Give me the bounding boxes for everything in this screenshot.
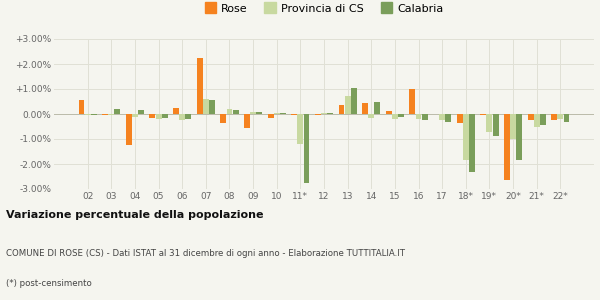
Bar	[504, 114, 510, 180]
Bar	[344, 96, 350, 114]
Bar	[274, 113, 280, 114]
Bar	[109, 114, 114, 115]
Bar	[209, 100, 215, 114]
Bar	[203, 98, 209, 114]
Bar	[227, 109, 232, 114]
Bar	[91, 114, 97, 115]
Bar	[85, 114, 91, 115]
Bar	[244, 114, 250, 128]
Bar	[115, 109, 121, 114]
Bar	[362, 103, 368, 114]
Bar	[422, 114, 428, 120]
Bar	[516, 114, 522, 160]
Bar	[132, 114, 138, 116]
Bar	[409, 89, 415, 114]
Bar	[268, 114, 274, 118]
Bar	[481, 114, 486, 115]
Bar	[469, 114, 475, 172]
Bar	[126, 114, 132, 145]
Bar	[368, 114, 374, 118]
Bar	[298, 114, 304, 144]
Bar	[534, 114, 539, 127]
Bar	[197, 58, 203, 114]
Bar	[540, 114, 546, 125]
Bar	[398, 114, 404, 116]
Text: (*) post-censimento: (*) post-censimento	[6, 279, 92, 288]
Bar	[233, 110, 239, 114]
Bar	[173, 108, 179, 114]
Bar	[551, 114, 557, 120]
Bar	[563, 114, 569, 122]
Bar	[386, 111, 392, 114]
Bar	[250, 112, 256, 114]
Text: Variazione percentuale della popolazione: Variazione percentuale della popolazione	[6, 210, 263, 220]
Bar	[315, 114, 321, 115]
Bar	[463, 114, 469, 160]
Bar	[374, 101, 380, 114]
Bar	[102, 114, 108, 115]
Bar	[527, 114, 533, 120]
Bar	[351, 88, 357, 114]
Bar	[185, 114, 191, 119]
Bar	[220, 114, 226, 123]
Bar	[439, 114, 445, 120]
Bar	[138, 110, 144, 114]
Bar	[155, 114, 161, 119]
Bar	[280, 113, 286, 114]
Bar	[487, 114, 493, 131]
Bar	[445, 114, 451, 122]
Bar	[457, 114, 463, 123]
Bar	[557, 114, 563, 119]
Bar	[327, 113, 333, 114]
Bar	[291, 114, 297, 115]
Legend: Rose, Provincia di CS, Calabria: Rose, Provincia di CS, Calabria	[200, 0, 448, 19]
Bar	[338, 105, 344, 114]
Bar	[149, 114, 155, 118]
Text: COMUNE DI ROSE (CS) - Dati ISTAT al 31 dicembre di ogni anno - Elaborazione TUTT: COMUNE DI ROSE (CS) - Dati ISTAT al 31 d…	[6, 249, 405, 258]
Bar	[392, 114, 398, 119]
Bar	[179, 114, 185, 120]
Bar	[321, 113, 327, 114]
Bar	[416, 114, 421, 119]
Bar	[304, 114, 310, 183]
Bar	[510, 114, 516, 139]
Bar	[493, 114, 499, 136]
Bar	[256, 112, 262, 114]
Bar	[162, 114, 167, 118]
Bar	[79, 100, 85, 114]
